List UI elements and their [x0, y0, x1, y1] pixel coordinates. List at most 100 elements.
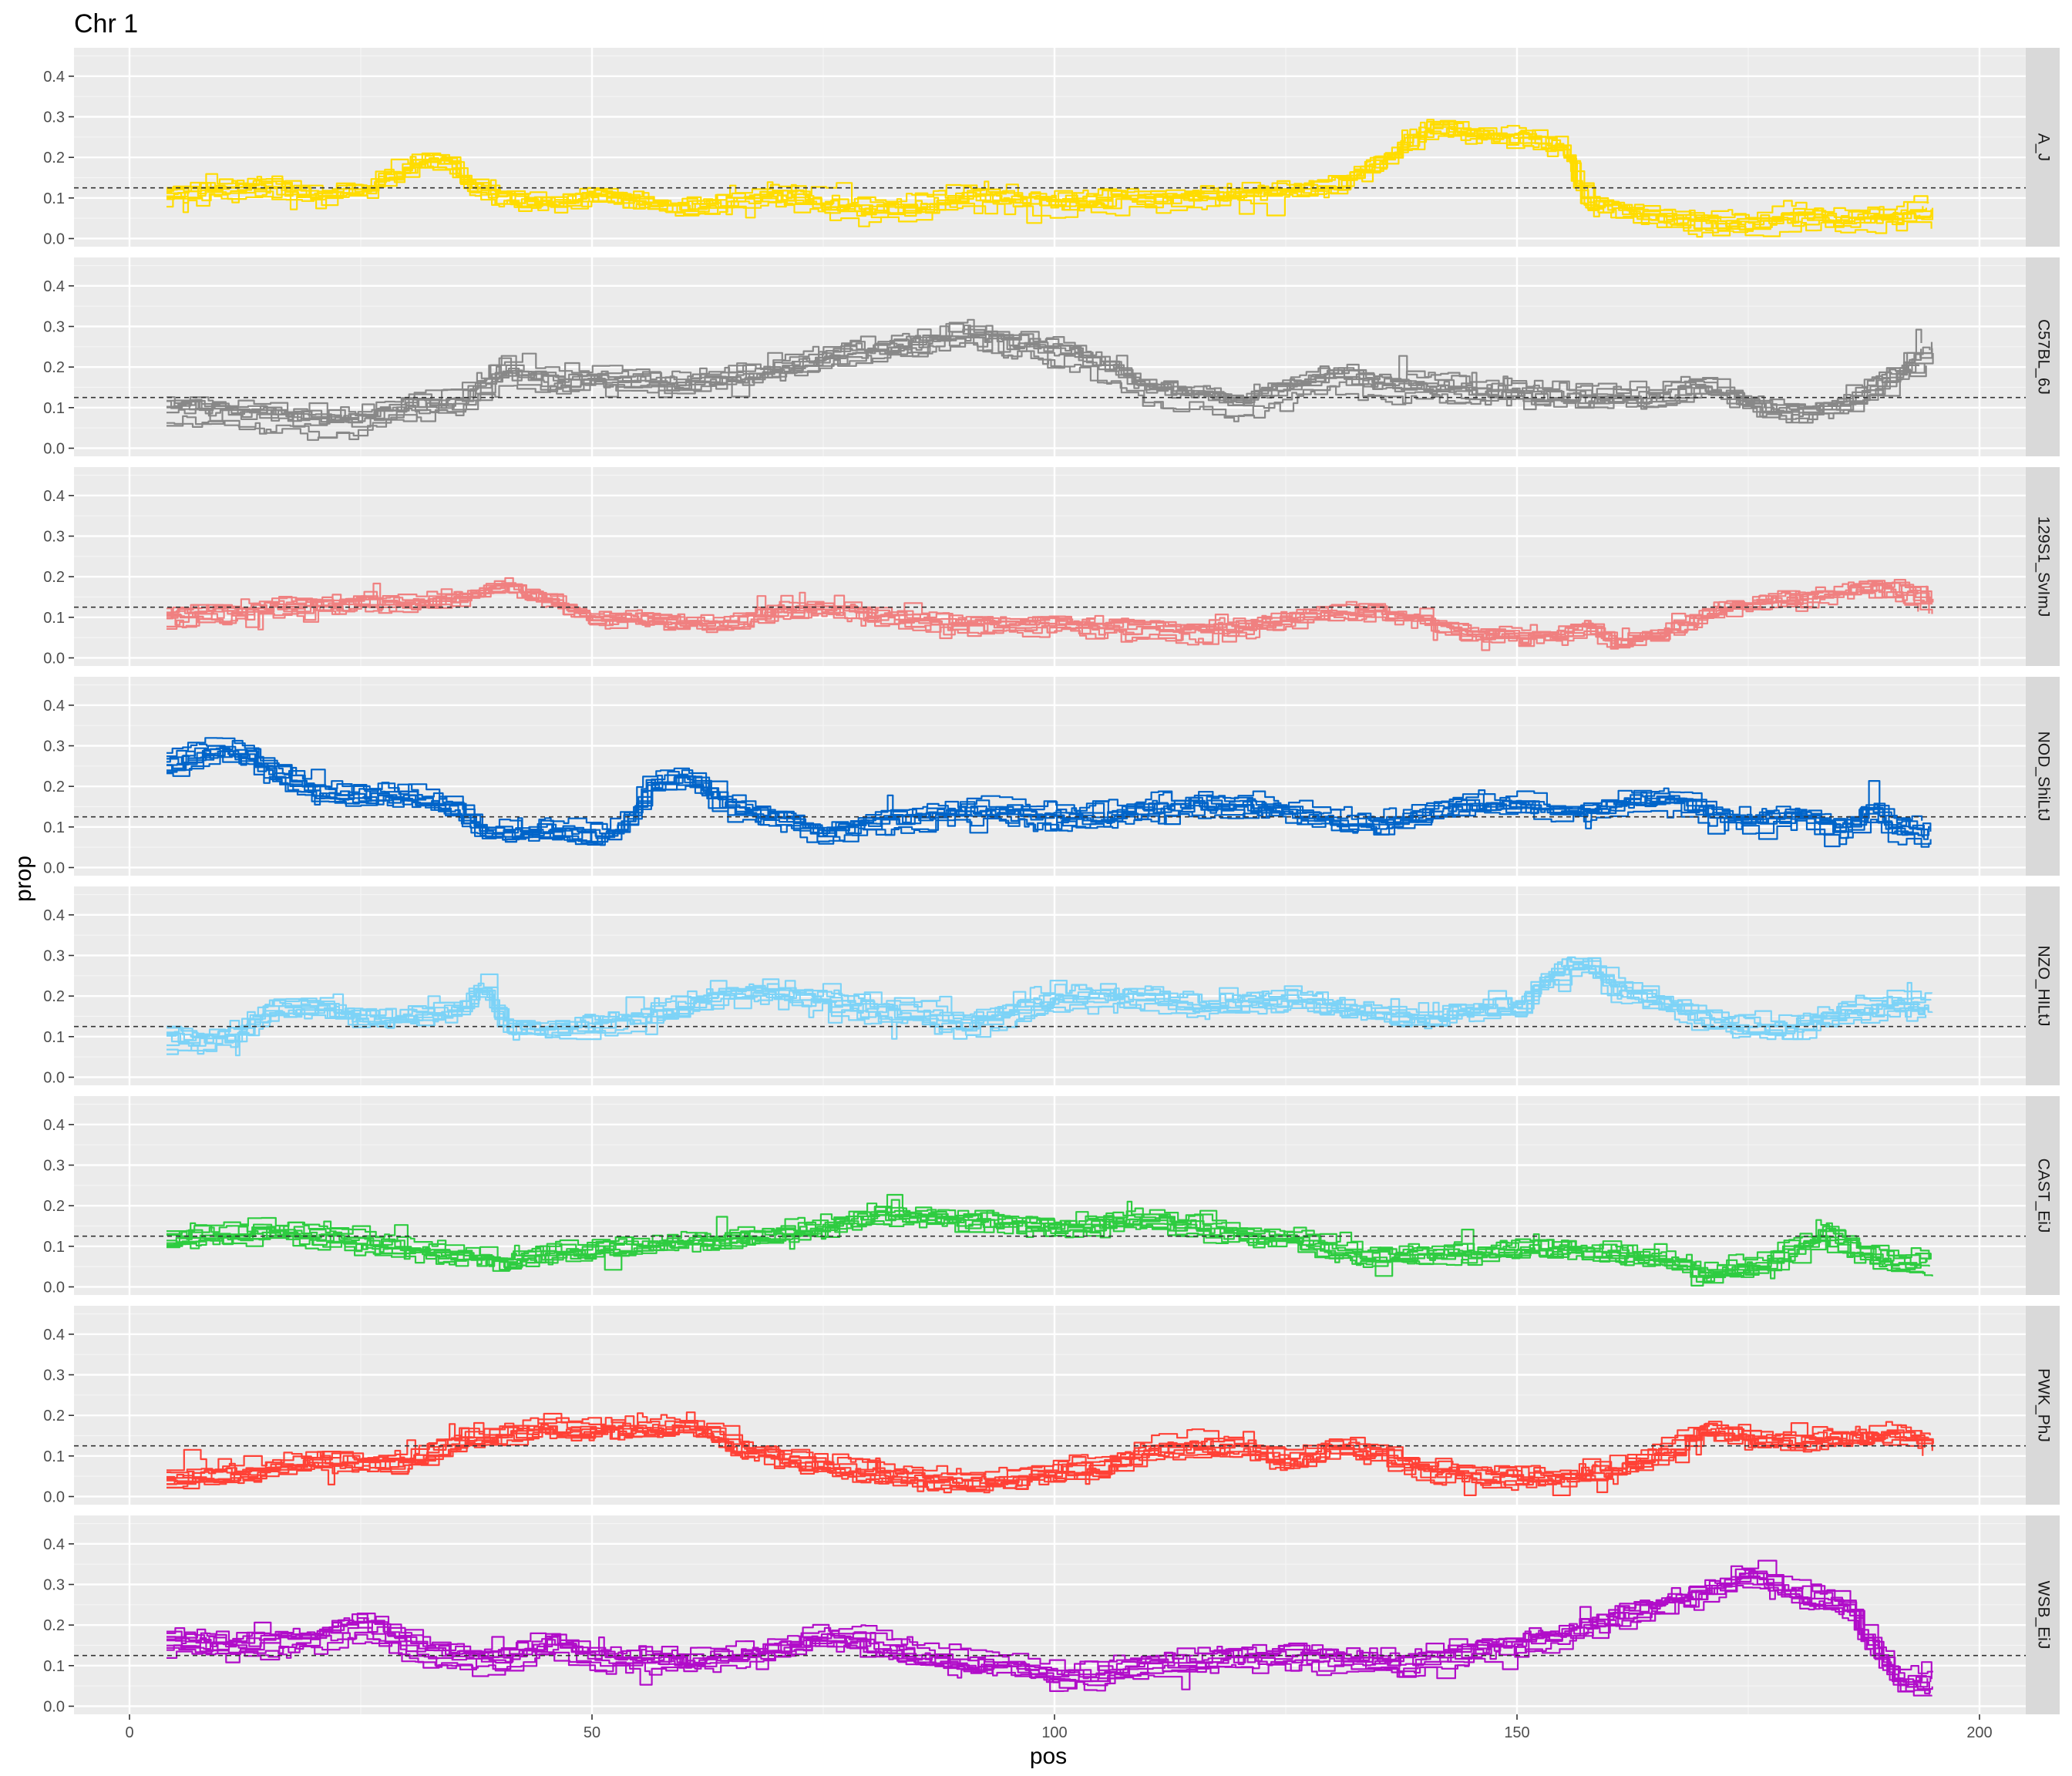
- y-tick-label: 0.2: [43, 1617, 65, 1634]
- facet-strip: [2026, 1306, 2060, 1505]
- facet-strip: [2026, 1515, 2060, 1714]
- panel-background: [74, 257, 2026, 456]
- series-line-NZO_HILtJ-10: [166, 964, 1932, 1038]
- facet-strip: [2026, 677, 2060, 876]
- x-tick-label: 200: [1966, 1724, 1992, 1741]
- facet-strip: [2026, 886, 2060, 1085]
- chart-title: Chr 1: [74, 9, 138, 39]
- facet-strip: [2026, 257, 2060, 456]
- y-tick-label: 0.4: [43, 1117, 65, 1134]
- x-axis: 0 50 100 150 200: [125, 1714, 1993, 1741]
- y-tick-label: 0.2: [43, 359, 65, 376]
- x-axis-title: pos: [1030, 1744, 1067, 1769]
- y-tick-label: 0.0: [43, 230, 65, 247]
- facet-panel-129S1_SvImJ: 0.0 0.1 0.2 0.3 0.4 129S1_SvImJ: [43, 467, 2060, 667]
- y-tick-label: 0.0: [43, 1698, 65, 1715]
- facet-strip-label: NZO_HILtJ: [2034, 945, 2052, 1026]
- facet-panel-WSB_EiJ: 0.0 0.1 0.2 0.3 0.4 WSB_EiJ: [43, 1515, 2060, 1715]
- facet-strip-label: WSB_EiJ: [2034, 1581, 2052, 1650]
- x-tick-label: 150: [1504, 1724, 1529, 1741]
- y-tick-label: 0.3: [43, 529, 65, 546]
- series-line-A_J-10: [166, 133, 1932, 238]
- y-tick-label: 0.3: [43, 319, 65, 336]
- y-tick-label: 0.3: [43, 738, 65, 755]
- facet-strip-label: 129S1_SvImJ: [2034, 516, 2052, 617]
- y-tick-label: 0.2: [43, 1198, 65, 1215]
- y-tick-label: 0.3: [43, 1367, 65, 1384]
- series-line-129S1_SvImJ-10: [166, 583, 1926, 648]
- facet-panel-A_J: 0.0 0.1 0.2 0.3 0.4 A_J: [43, 48, 2060, 247]
- y-tick-label: 0.0: [43, 1069, 65, 1086]
- facet-panel-NZO_HILtJ: 0.0 0.1 0.2 0.3 0.4 NZO_HILtJ: [43, 886, 2060, 1086]
- y-tick-label: 0.3: [43, 1577, 65, 1594]
- y-tick-label: 0.4: [43, 278, 65, 295]
- y-tick-label: 0.4: [43, 698, 65, 715]
- series-line-C57BL_6J-6: [166, 325, 1922, 419]
- facet-strip-label: C57BL_6J: [2034, 319, 2052, 395]
- series-line-PWK_PhJ-10: [166, 1421, 1924, 1490]
- series-line-C57BL_6J-10: [166, 318, 1933, 424]
- y-tick-label: 0.0: [43, 859, 65, 876]
- series-line-PWK_PhJ-7: [166, 1412, 1929, 1489]
- y-tick-label: 0.1: [43, 610, 65, 627]
- y-tick-label: 0.4: [43, 488, 65, 505]
- facet-strip-label: CAST_EiJ: [2034, 1159, 2052, 1233]
- y-tick-label: 0.0: [43, 1279, 65, 1296]
- y-tick-label: 0.2: [43, 569, 65, 586]
- y-tick-label: 0.1: [43, 190, 65, 207]
- series-line-C57BL_6J-5: [166, 337, 1920, 428]
- x-tick-label: 100: [1041, 1724, 1067, 1741]
- y-tick-label: 0.1: [43, 819, 65, 836]
- x-tick-label: 0: [125, 1724, 133, 1741]
- y-axis-title: prop: [11, 856, 36, 902]
- series-line-C57BL_6J-8: [166, 336, 1927, 441]
- facet-panels: 0.0 0.1 0.2 0.3 0.4 A_J 0.0 0.1 0.2 0.3 0.4 C57BL_6…: [43, 48, 2060, 1741]
- facet-panel-NOD_ShiLtJ: 0.0 0.1 0.2 0.3 0.4 NOD_ShiLtJ: [43, 677, 2060, 876]
- y-tick-label: 0.2: [43, 988, 65, 1005]
- y-tick-label: 0.1: [43, 1239, 65, 1256]
- series-line-PWK_PhJ-6: [166, 1414, 1934, 1487]
- facet-strip-label: A_J: [2034, 133, 2052, 161]
- series-line-NOD_ShiLtJ-6: [166, 745, 1930, 836]
- y-tick-label: 0.2: [43, 1408, 65, 1424]
- y-tick-label: 0.3: [43, 1158, 65, 1175]
- y-tick-label: 0.4: [43, 1327, 65, 1344]
- y-tick-label: 0.0: [43, 1488, 65, 1505]
- y-tick-label: 0.4: [43, 1536, 65, 1553]
- series-line-WSB_EiJ-9: [166, 1570, 1930, 1694]
- y-tick-label: 0.0: [43, 440, 65, 457]
- y-tick-label: 0.1: [43, 1029, 65, 1046]
- facet-strip: [2026, 48, 2060, 247]
- x-tick-label: 50: [584, 1724, 600, 1741]
- y-tick-label: 0.2: [43, 779, 65, 796]
- series-line-WSB_EiJ-5: [166, 1576, 1933, 1690]
- series-line-C57BL_6J-2: [166, 333, 1926, 439]
- series-line-C57BL_6J-3: [166, 325, 1931, 423]
- facet-panel-CAST_EiJ: 0.0 0.1 0.2 0.3 0.4 CAST_EiJ: [43, 1096, 2060, 1296]
- y-tick-label: 0.4: [43, 69, 65, 86]
- facet-strip: [2026, 1096, 2060, 1295]
- series-line-NOD_ShiLtJ-10: [166, 747, 1926, 840]
- facet-strip-label: NOD_ShiLtJ: [2034, 732, 2052, 822]
- series-line-WSB_EiJ-2: [166, 1570, 1932, 1697]
- y-tick-label: 0.4: [43, 907, 65, 924]
- y-tick-label: 0.1: [43, 400, 65, 417]
- facet-panel-C57BL_6J: 0.0 0.1 0.2 0.3 0.4 C57BL_6J: [43, 257, 2060, 457]
- y-tick-label: 0.1: [43, 1448, 65, 1465]
- series-line-NZO_HILtJ-8: [166, 957, 1933, 1046]
- facet-panel-PWK_PhJ: 0.0 0.1 0.2 0.3 0.4 PWK_PhJ: [43, 1306, 2060, 1505]
- series-line-WSB_EiJ-10: [166, 1559, 1933, 1678]
- y-tick-label: 0.2: [43, 150, 65, 166]
- panel-background: [74, 677, 2026, 876]
- facet-strip: [2026, 467, 2060, 666]
- series-line-C57BL_6J-4: [166, 325, 1922, 423]
- y-tick-label: 0.3: [43, 948, 65, 965]
- facet-strip-label: PWK_PhJ: [2034, 1368, 2052, 1442]
- series-line-NZO_HILtJ-9: [166, 968, 1924, 1057]
- series-line-C57BL_6J-7: [166, 333, 1933, 419]
- series-line-PWK_PhJ-8: [166, 1428, 1934, 1496]
- series-line-PWK_PhJ-9: [166, 1421, 1931, 1483]
- series-line-A_J-9: [166, 121, 1929, 227]
- y-tick-label: 0.1: [43, 1658, 65, 1675]
